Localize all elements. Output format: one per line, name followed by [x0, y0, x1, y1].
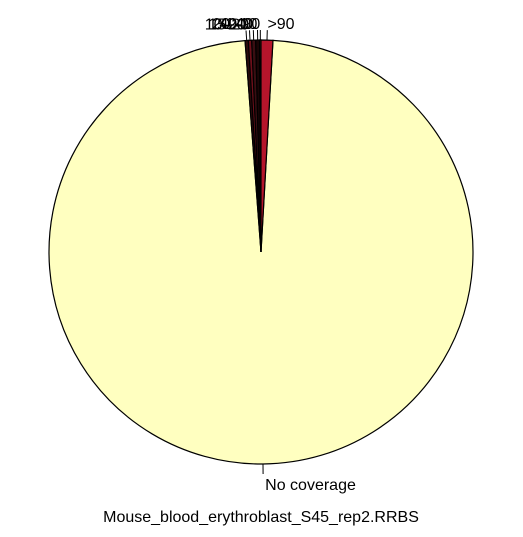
slice-label: 15-20 — [208, 16, 249, 33]
slice-label: >90 — [267, 16, 294, 33]
slice-label: No coverage — [265, 477, 356, 494]
leader-line — [248, 30, 251, 41]
chart-title: Mouse_blood_erythroblast_S45_rep2.RRBS — [103, 509, 419, 526]
slice-label: 1-10 — [225, 16, 257, 33]
pie-slices — [48, 39, 474, 465]
slice-label: 40-90 — [219, 16, 260, 33]
slice-label: 20-40 — [212, 16, 253, 33]
slice-label: 10-20 — [205, 17, 246, 34]
pie-slice--90 — [260, 39, 274, 253]
leader-line — [245, 30, 248, 41]
